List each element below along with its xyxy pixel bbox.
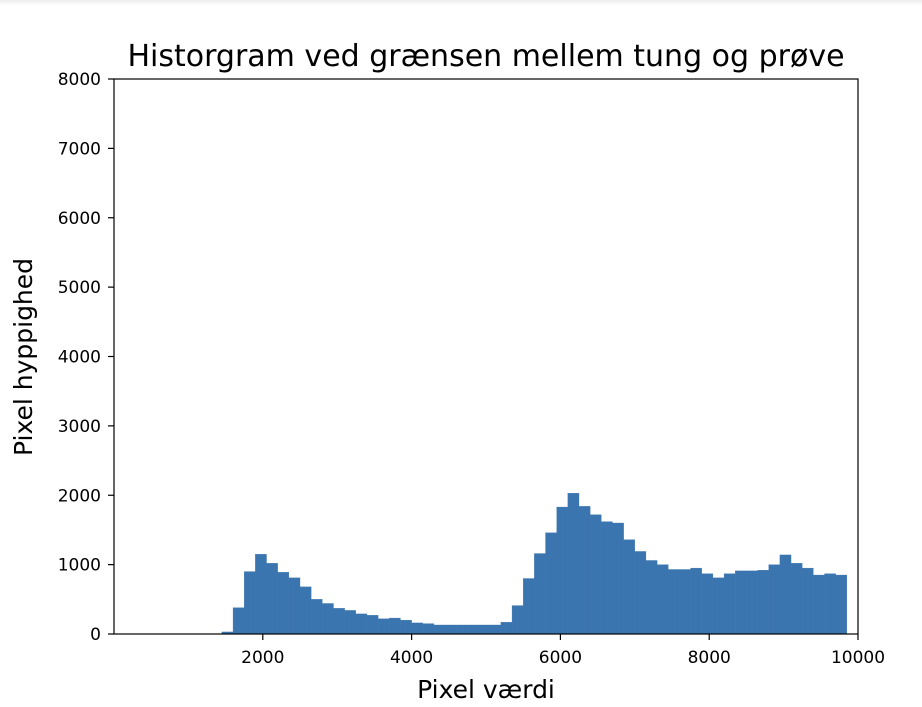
histogram-bar xyxy=(802,567,814,635)
histogram-bar xyxy=(779,554,792,635)
histogram-bar xyxy=(712,577,725,635)
histogram-bar xyxy=(534,553,546,635)
window-top-edge xyxy=(0,0,922,5)
histogram-bar xyxy=(255,554,267,635)
histogram-bar xyxy=(790,563,803,635)
y-tick-label: 4000 xyxy=(58,348,101,368)
histogram-bar xyxy=(467,624,479,635)
y-tick-label: 7000 xyxy=(58,139,101,159)
x-tick-label: 8000 xyxy=(688,648,731,668)
histogram-bar xyxy=(656,564,669,635)
histogram-bar xyxy=(478,624,490,635)
histogram-bar xyxy=(668,569,680,635)
histogram-bar xyxy=(679,569,691,635)
y-tick-label: 0 xyxy=(90,625,101,645)
histogram-bar xyxy=(500,622,513,635)
histogram-bar xyxy=(746,570,758,635)
y-axis-ticks: 0 1000 2000 3000 4000 5000 6000 7000 8000 xyxy=(58,70,114,645)
histogram-bar xyxy=(511,605,524,635)
histogram-bar xyxy=(411,622,423,635)
y-tick-label: 6000 xyxy=(58,209,101,229)
histogram-bar xyxy=(244,571,256,635)
histogram-bar xyxy=(813,574,825,635)
bars-group xyxy=(221,493,847,635)
histogram-bar xyxy=(690,567,702,635)
histogram-bar xyxy=(556,506,568,635)
x-axis-label: Pixel værdi xyxy=(417,675,555,704)
histogram-bar xyxy=(288,577,301,635)
x-axis-ticks: 2000 4000 6000 8000 10000 xyxy=(241,634,885,668)
histogram-bar xyxy=(266,563,278,635)
y-tick-label: 2000 xyxy=(58,486,101,506)
histogram-bar xyxy=(366,615,379,635)
histogram-bar xyxy=(701,573,714,635)
histogram-bar xyxy=(389,617,401,635)
x-tick-label: 10000 xyxy=(831,648,885,668)
histogram-bar xyxy=(768,564,781,635)
x-tick-label: 6000 xyxy=(539,648,582,668)
histogram-bar xyxy=(333,608,345,635)
histogram-bar xyxy=(311,599,323,635)
histogram-bar xyxy=(232,607,245,635)
histogram-bar xyxy=(835,574,847,635)
histogram-bar xyxy=(433,624,446,635)
plot-frame xyxy=(113,78,859,635)
histogram-bar xyxy=(824,573,836,635)
histogram-bar xyxy=(601,521,613,635)
histogram-bar xyxy=(299,586,312,635)
x-tick-label: 2000 xyxy=(241,648,284,668)
histogram-bar xyxy=(400,619,412,635)
histogram-bar xyxy=(344,610,356,635)
histogram-bar xyxy=(456,624,468,635)
histogram-bar xyxy=(757,570,769,635)
histogram-bar xyxy=(723,573,736,635)
histogram-bar xyxy=(567,493,580,635)
histogram-bar xyxy=(489,624,502,635)
histogram-bar xyxy=(422,623,435,635)
histogram-bar xyxy=(735,570,747,635)
x-tick-label: 4000 xyxy=(390,648,433,668)
histogram-bar xyxy=(623,539,635,635)
y-tick-label: 5000 xyxy=(58,278,101,298)
y-tick-label: 1000 xyxy=(58,556,101,576)
histogram-bar xyxy=(322,603,334,635)
histogram-bar xyxy=(277,572,289,635)
histogram-bar xyxy=(523,578,535,635)
histogram-bar xyxy=(545,532,557,635)
y-tick-label: 3000 xyxy=(58,417,101,437)
histogram-bar xyxy=(444,624,457,635)
histogram-bar xyxy=(634,551,647,635)
histogram-bar xyxy=(612,522,624,635)
y-tick-label: 8000 xyxy=(58,70,101,90)
histogram-bar xyxy=(645,560,658,635)
chart-title: Historgram ved grænsen mellem tung og pr… xyxy=(127,39,844,74)
histogram-bar xyxy=(578,506,591,635)
histogram-bar xyxy=(377,618,390,635)
histogram-bar xyxy=(355,613,368,635)
y-axis-label: Pixel hyppighed xyxy=(9,258,38,456)
histogram-bar xyxy=(590,514,602,635)
